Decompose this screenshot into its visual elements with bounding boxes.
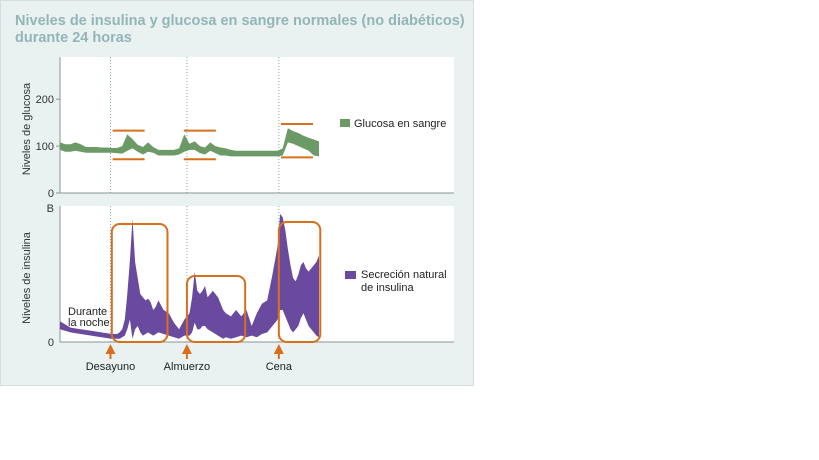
glucose-legend-label: Glucosa en sangre [354, 118, 446, 130]
chart-figure: Niveles de insulina y glucosa en sangre … [0, 0, 474, 386]
insulin-legend-label-line1: Secreción natural [361, 269, 447, 281]
meal-arrow-head [105, 344, 116, 354]
glucose-legend-swatch [340, 119, 350, 127]
meal-label: Cena [266, 361, 293, 373]
glucose-tick-label: 200 [36, 94, 54, 106]
insulin-y-axis-title: Niveles de insulina [21, 231, 33, 324]
meal-arrow-head [181, 344, 192, 354]
glucose-tick-label: 0 [48, 188, 54, 200]
insulin-tick-label-top: B [47, 203, 54, 215]
insulin-legend-swatch [345, 271, 356, 279]
overnight-annotation-line2: la noche [68, 317, 110, 329]
insulin-legend-label-line2: de insulina [361, 282, 414, 294]
chart-title: Niveles de insulina y glucosa en sangre … [15, 13, 465, 46]
glucose-y-axis-title: Niveles de glucosa [21, 82, 33, 175]
meal-highlight-box [185, 275, 247, 343]
meal-highlight-box [110, 223, 169, 343]
meal-arrow-head [273, 344, 284, 354]
glucose-plot-area [60, 57, 454, 193]
glucose-band [60, 128, 319, 157]
meal-highlight-box [277, 221, 322, 343]
glucose-tick-label: 100 [36, 141, 54, 153]
insulin-tick-label-zero: 0 [48, 337, 54, 349]
overnight-annotation-line1: Durante [68, 306, 107, 318]
meal-label: Desayuno [86, 361, 136, 373]
insulin-band [60, 214, 319, 339]
meal-label: Almuerzo [164, 361, 210, 373]
